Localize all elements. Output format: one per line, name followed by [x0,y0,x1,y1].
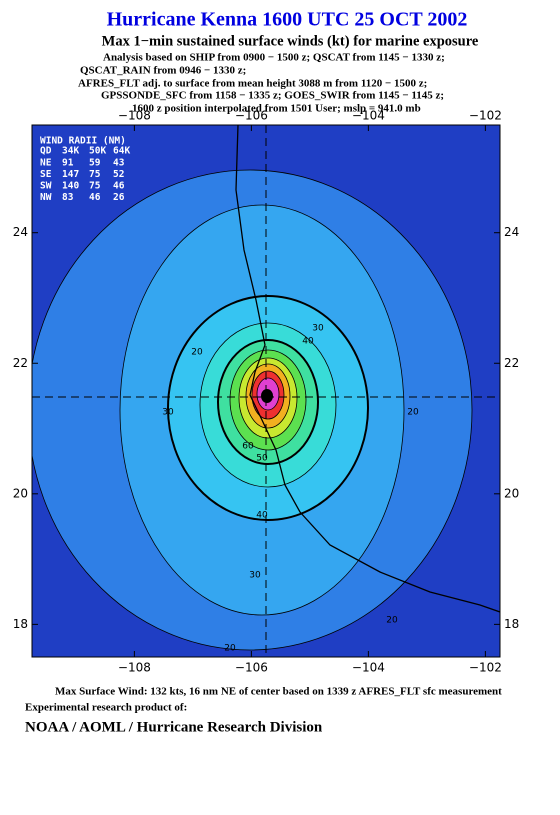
wind-radii-cell: NE [40,158,52,169]
contour-label: 50 [256,454,268,464]
wind-radii-cell: SE [40,169,52,180]
wind-field: 20 30 40 20 30 60 50 40 30 20 20 [32,125,500,657]
x-tick-label: −108 [118,661,151,675]
footer-note: Max Surface Wind: 132 kts, 16 nm NE of c… [55,686,502,698]
subtitle: Max 1−min sustained surface winds (kt) f… [102,33,479,49]
y-tick-label: 22 [13,356,28,370]
x-tick-label: −102 [469,661,502,675]
y-tick-label: 18 [13,617,28,631]
contour-label: 40 [256,511,268,521]
x-tick-label: −104 [352,109,385,123]
x-tick-label: −106 [235,109,268,123]
note: 1600 z position interpolated from 1501 U… [132,103,421,115]
x-tick-label: −102 [469,109,502,123]
footer-org: NOAA / AOML / Hurricane Research Divisio… [25,719,323,735]
y-tick-label: 20 [13,486,28,500]
contour-label: 30 [249,571,261,581]
note: AFRES_FLT adj. to surface from mean heig… [78,78,427,90]
wind-radii-cell: 46 [89,192,101,203]
wind-radii-cell: 140 [62,181,79,192]
wind-radii-table: WIND RADII (NM) QD 34K 50K 64K NE 91 59 43 SE 147… [40,136,130,204]
wind-radii-header: QD [40,146,52,157]
eye [261,389,273,403]
note: Analysis based on SHIP from 0900 − 1500 … [103,52,445,64]
wind-radii-cell: 83 [62,192,74,203]
wind-radii-title: WIND RADII (NM) [40,136,126,147]
wind-radii-cell: 52 [113,169,124,180]
wind-radii-header: 64K [113,146,130,157]
contour-label: 20 [191,348,203,358]
contour-label: 20 [386,616,398,626]
wind-radii-cell: 75 [89,181,101,192]
y-tick-label: 24 [504,225,519,239]
wind-radii-cell: 43 [113,158,125,169]
wind-radii-cell: 147 [62,169,79,180]
note: GPSSONDE_SFC from 1158 − 1335 z; GOES_SW… [101,90,444,102]
y-tick-label: 24 [13,225,28,239]
x-tick-label: −104 [352,661,385,675]
wind-radii-cell: 59 [89,158,101,169]
contour-label: 20 [407,408,419,418]
contour-label: 30 [162,408,174,418]
map-frame [31,124,501,658]
wind-radii-cell: 91 [62,158,74,169]
wind-radii-header: 50K [89,146,106,157]
title: Hurricane Kenna 1600 UTC 25 OCT 2002 [107,9,468,31]
wind-radii-header: 34K [62,146,79,157]
footer-credit: Experimental research product of: [25,702,187,714]
wind-radii-cell: 46 [113,181,125,192]
y-tick-label: 18 [504,617,519,631]
x-tick-label: −106 [235,661,268,675]
wind-radii-cell: SW [40,181,52,192]
contour-label: 60 [242,442,254,452]
note: QSCAT_RAIN from 0946 − 1330 z; [80,65,246,77]
wind-radii-cell: 26 [113,192,125,203]
y-tick-label: 22 [504,356,519,370]
contour-label: 30 [312,324,324,334]
wind-radii-cell: 75 [89,169,101,180]
coastline [235,125,500,613]
contour-label: 20 [224,644,236,654]
wind-radii-cell: NW [40,192,52,203]
contour-label: 40 [302,337,314,347]
x-tick-label: −108 [118,109,151,123]
y-tick-label: 20 [504,486,519,500]
